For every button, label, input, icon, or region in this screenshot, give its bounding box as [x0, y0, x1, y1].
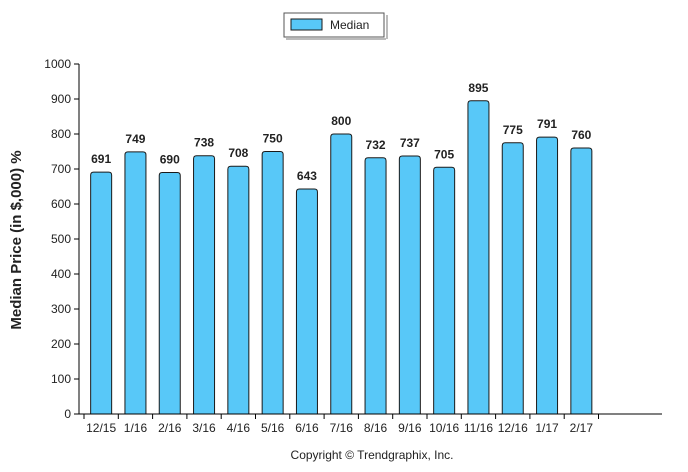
bar [501, 142, 524, 415]
y-tick-label: 1000 [44, 57, 71, 71]
x-tick-label: 11/16 [464, 421, 493, 435]
bar [330, 133, 353, 415]
legend-shadow [386, 15, 388, 39]
x-tick-label: 12/16 [498, 421, 528, 435]
legend-label: Median [330, 18, 369, 32]
bar [227, 165, 250, 415]
bar [467, 100, 490, 415]
x-tick-label: 4/16 [227, 421, 251, 435]
bar-value-label: 738 [194, 136, 214, 150]
bar-value-label: 691 [91, 152, 111, 166]
y-tick-label: 0 [64, 407, 71, 421]
bar [90, 171, 113, 415]
bar [364, 157, 387, 415]
x-tick-label: 3/16 [192, 421, 216, 435]
bar-value-label: 791 [537, 117, 557, 131]
y-tick-label: 400 [51, 267, 71, 281]
bar [398, 155, 421, 415]
x-tick-label: 7/16 [330, 421, 354, 435]
y-axis-ticks: 0 100 200 300 400 500 600 700 800 900 1000 [44, 57, 79, 421]
bar-value-label: 800 [331, 114, 351, 128]
axes [78, 64, 662, 415]
bar [536, 136, 559, 415]
legend-shadow-bottom [286, 38, 386, 40]
x-tick-label: 10/16 [429, 421, 459, 435]
y-tick-label: 500 [51, 232, 71, 246]
bar [570, 147, 593, 415]
bar-value-label: 737 [400, 136, 420, 150]
y-tick-label: 700 [51, 162, 71, 176]
x-tick-label: 5/16 [261, 421, 285, 435]
legend: Median [283, 12, 388, 40]
bar [295, 188, 318, 415]
bar-value-label: 750 [263, 132, 283, 146]
bar-value-label: 895 [468, 81, 488, 95]
bar [261, 151, 284, 415]
x-tick-label: 12/15 [86, 421, 116, 435]
x-axis-ticks: 12/15 1/16 2/16 3/16 4/16 5/16 6/16 7/16 8/16 9/1… [83, 414, 599, 435]
bar-value-label: 775 [503, 123, 523, 137]
x-tick-label: 6/16 [295, 421, 319, 435]
bar-value-label: 690 [160, 153, 180, 167]
bar [193, 155, 216, 415]
y-tick-label: 100 [51, 372, 71, 386]
x-tick-label: 2/16 [158, 421, 182, 435]
bar [158, 172, 181, 415]
bar-value-label: 760 [571, 128, 591, 142]
copyright-text: Copyright © Trendgraphix, Inc. [291, 448, 454, 462]
bar-value-label: 643 [297, 169, 317, 183]
x-tick-label: 2/17 [570, 421, 594, 435]
bars: 691 749 690 738 708 750 643 800 732 737 705 895 775 7… [90, 81, 593, 415]
bar [433, 166, 456, 415]
x-tick-label: 1/16 [124, 421, 148, 435]
legend-swatch [290, 18, 323, 31]
bar-value-label: 732 [366, 138, 386, 152]
y-axis-title: Median Price (in $,000) % [8, 150, 25, 329]
bar [124, 151, 147, 415]
bar-value-label: 708 [228, 146, 248, 160]
y-tick-label: 600 [51, 197, 71, 211]
x-tick-label: 9/16 [398, 421, 422, 435]
x-tick-label: 1/17 [535, 421, 559, 435]
y-tick-label: 200 [51, 337, 71, 351]
y-tick-label: 300 [51, 302, 71, 316]
y-tick-label: 800 [51, 127, 71, 141]
y-tick-label: 900 [51, 92, 71, 106]
bar-value-label: 749 [125, 132, 145, 146]
bar-value-label: 705 [434, 147, 454, 161]
x-tick-label: 8/16 [364, 421, 388, 435]
